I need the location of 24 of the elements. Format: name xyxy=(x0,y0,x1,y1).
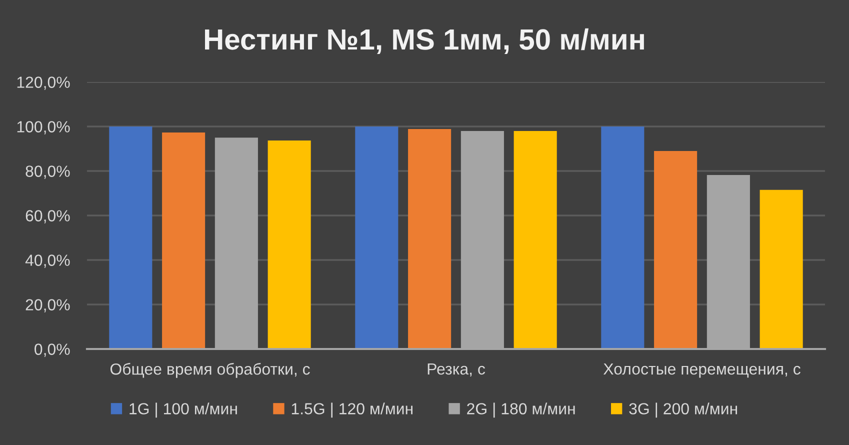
bar xyxy=(760,190,803,349)
legend-label: 2G | 180 м/мин xyxy=(467,402,575,418)
bar xyxy=(355,126,398,349)
y-tick-label: 60,0% xyxy=(26,210,70,224)
bar xyxy=(654,150,698,349)
legend-label: 1.5G | 120 м/мин xyxy=(292,402,412,418)
bar xyxy=(408,128,452,349)
legend-label: 1G | 100 м/мин xyxy=(130,402,237,418)
y-tick-label: 100,0% xyxy=(17,121,70,134)
chart-title: Нестинг №1, MS 1мм, 50 м/мин xyxy=(205,28,644,54)
y-tick-label: 20,0% xyxy=(26,299,70,312)
x-tick-label: Общее время обработки, с xyxy=(110,362,310,378)
bar xyxy=(601,126,644,349)
x-tick-label: Резка, с xyxy=(428,363,486,377)
bar xyxy=(268,140,311,349)
y-tick-label: 40,0% xyxy=(25,254,70,268)
y-tick-label: 80,0% xyxy=(26,166,70,179)
bar xyxy=(514,130,557,349)
y-tick-label: 0,0% xyxy=(34,344,70,357)
bar xyxy=(162,132,206,349)
bar xyxy=(109,126,152,349)
legend-label: 3G | 200 м/мин xyxy=(629,402,738,418)
y-tick-label: 120,0% xyxy=(17,76,70,90)
x-tick-label: Холостые перемещения, с xyxy=(603,363,800,378)
